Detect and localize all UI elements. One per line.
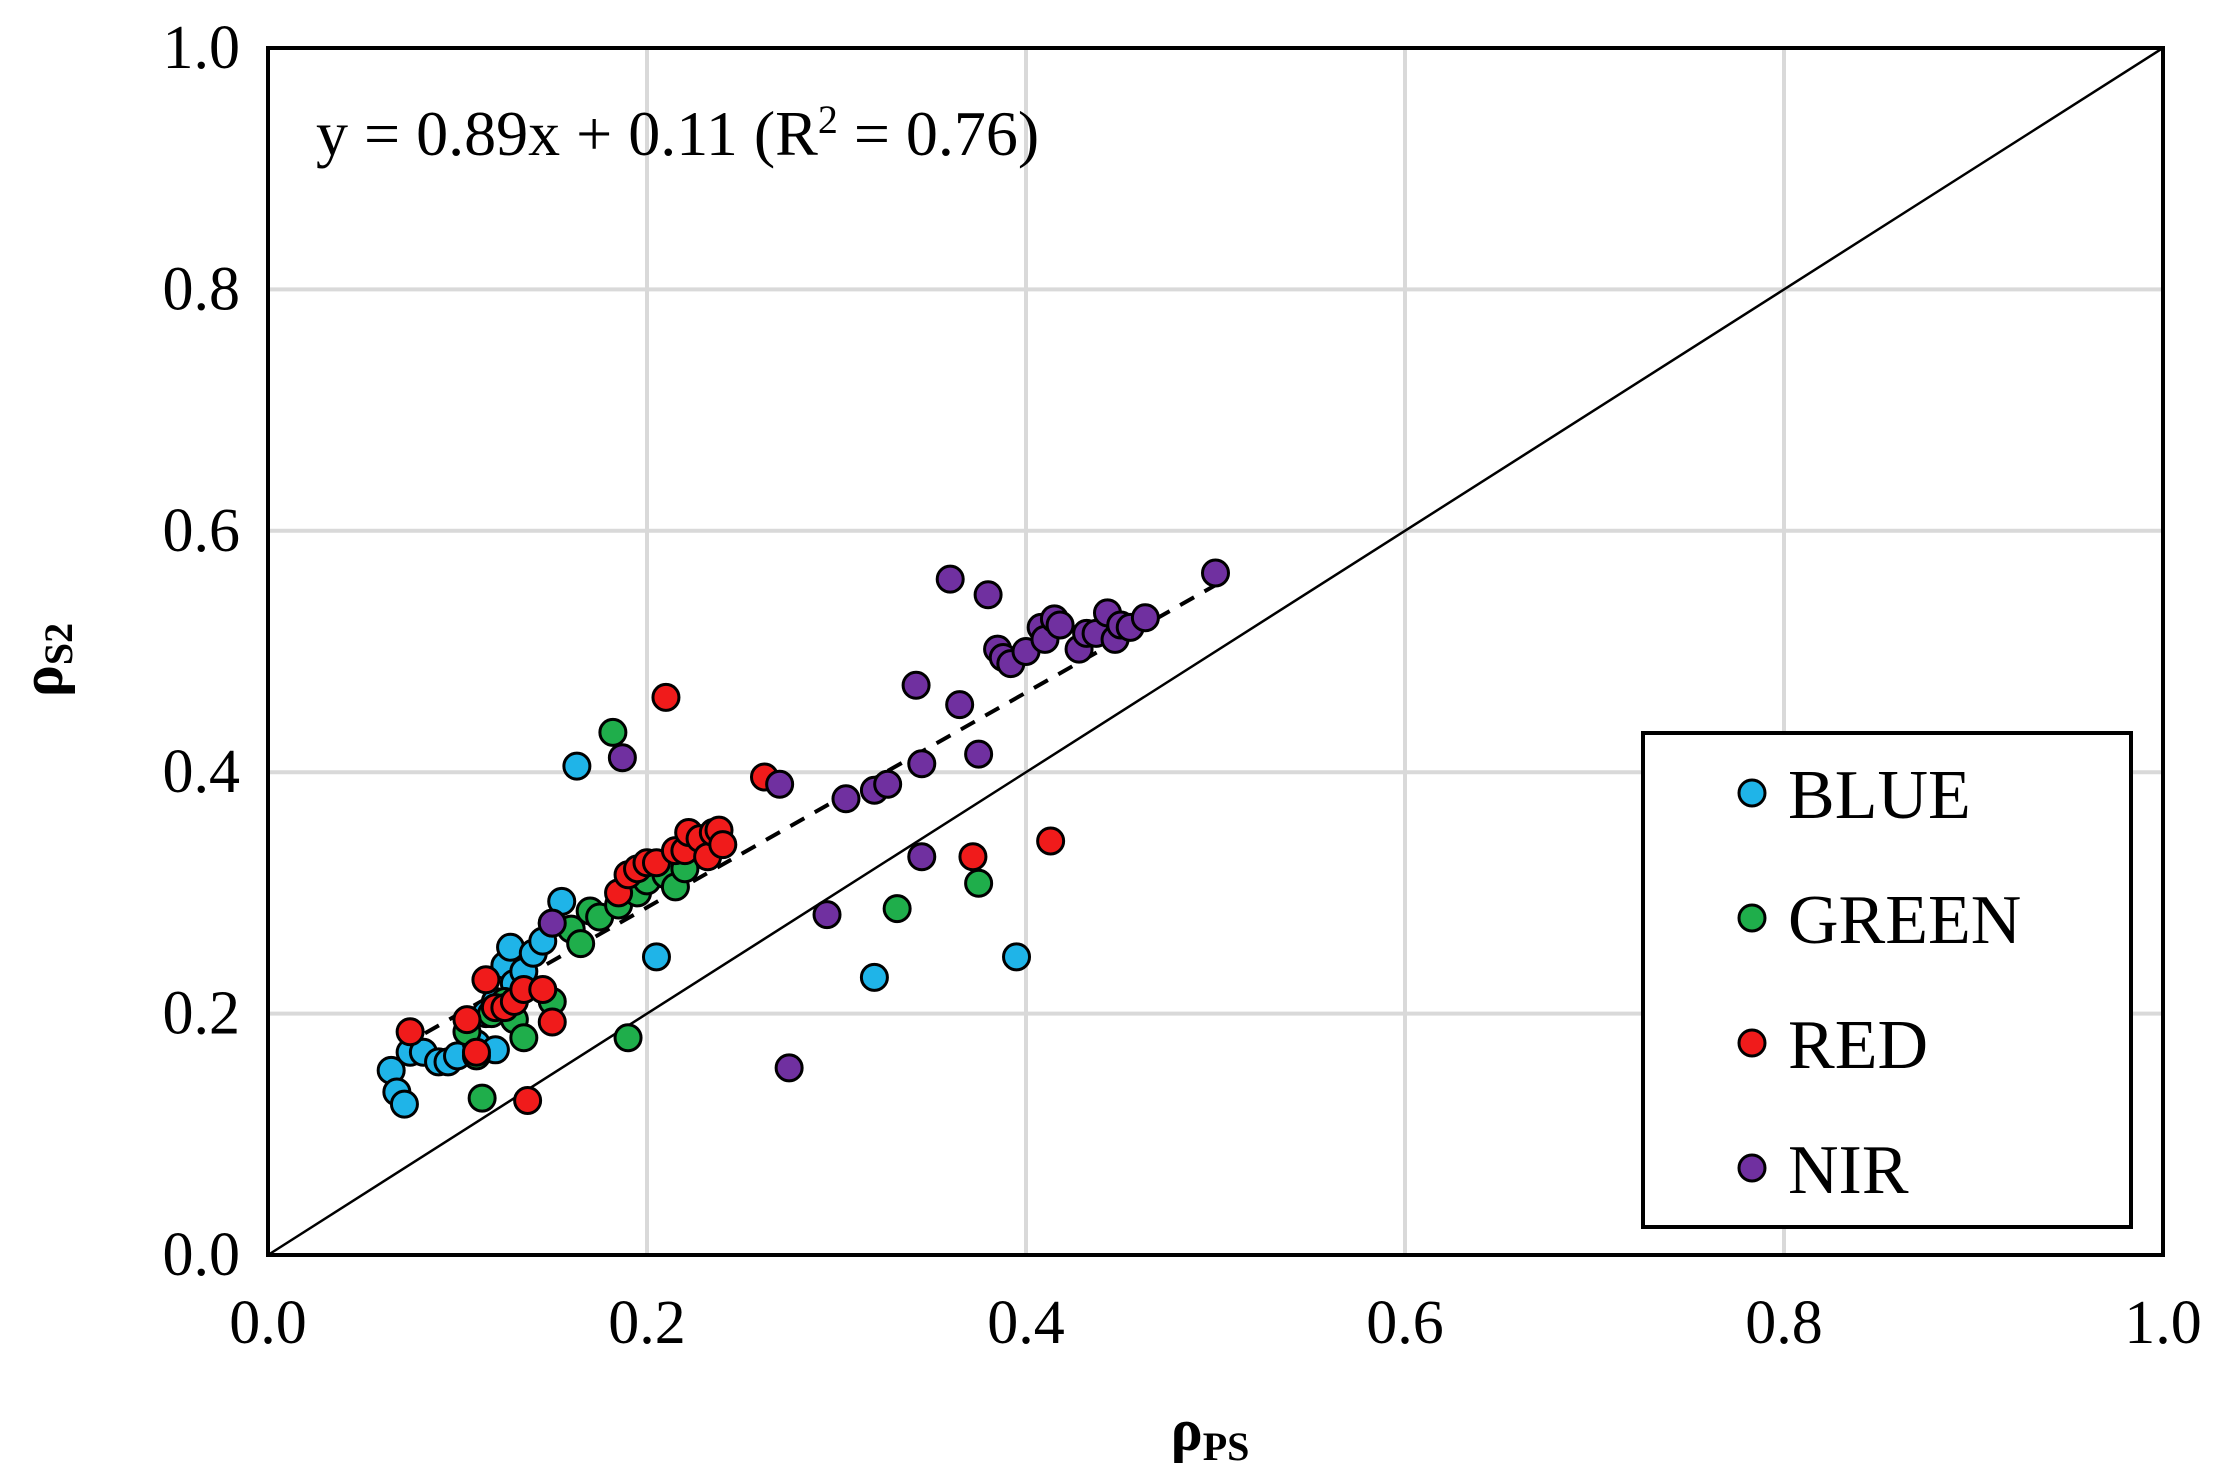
red-point (452, 1005, 482, 1035)
data-points (376, 558, 1230, 1119)
green-point (467, 1083, 497, 1113)
tick-labels: 0.0 0.2 0.4 0.6 0.8 1.0 0.0 0.2 0.4 0.6 0.8 1.0 (163, 14, 2202, 1357)
nir-point (1201, 558, 1230, 588)
x-tick-label: 0.0 (229, 1289, 307, 1357)
green-point (566, 929, 596, 959)
nir-point (1045, 610, 1075, 640)
x-tick-label: 0.8 (1745, 1289, 1823, 1357)
x-tick-label: 1.0 (2124, 1289, 2202, 1357)
y-tick-label: 0.2 (163, 980, 241, 1048)
legend-green-marker (1737, 903, 1767, 933)
nir-point (873, 769, 903, 799)
red-point (537, 1007, 567, 1037)
nir-point (812, 900, 842, 930)
legend-red-label: RED (1788, 1007, 1928, 1084)
nir-point (765, 769, 795, 799)
red-point (528, 974, 558, 1004)
legend-nir-label: NIR (1788, 1132, 1909, 1209)
x-axis-title: ρPS (1171, 1397, 1250, 1469)
reference-line-layer (267, 46, 2164, 1257)
legend-red-marker (1737, 1028, 1767, 1058)
green-point (598, 717, 628, 747)
red-point (1036, 826, 1066, 856)
blue-point (1002, 942, 1032, 972)
nir-point (907, 842, 937, 872)
red-point (958, 842, 988, 872)
one-to-one-line (267, 46, 2164, 1257)
green-point (509, 1023, 539, 1053)
x-tick-label: 0.6 (1366, 1289, 1444, 1357)
y-tick-label: 0.6 (163, 497, 241, 565)
green-point (882, 894, 912, 924)
nir-point (607, 743, 637, 773)
nir-point (935, 564, 965, 594)
legend-blue-marker (1737, 778, 1767, 808)
legend-nir-marker (1737, 1153, 1767, 1183)
nir-point (973, 580, 1003, 610)
nir-point (901, 670, 931, 700)
y-tick-label: 1.0 (163, 14, 241, 82)
red-point (513, 1086, 543, 1116)
y-tick-label: 0.8 (163, 255, 241, 323)
plot-frame (266, 46, 2165, 1257)
red-point (395, 1017, 425, 1047)
nir-point (831, 784, 861, 814)
red-point (708, 830, 738, 860)
legend-box (1641, 731, 2133, 1229)
green-point (964, 868, 994, 898)
x-tick-label: 0.2 (608, 1289, 686, 1357)
x-tick-label: 0.4 (987, 1289, 1065, 1357)
legend-green-label: GREEN (1788, 882, 2021, 959)
red-point (471, 965, 501, 995)
blue-point (641, 942, 671, 972)
red-point (461, 1037, 491, 1067)
nir-point (1130, 603, 1160, 633)
nir-point (964, 739, 994, 769)
red-point (651, 682, 681, 712)
regression-equation: y = 0.89x + 0.11 (R2 = 0.76) (316, 97, 1039, 169)
blue-point (562, 751, 592, 781)
r-squared-superscript: 2 (818, 97, 838, 142)
legend-blue-label: BLUE (1788, 757, 1971, 834)
y-axis-title: ρS2 (9, 623, 81, 697)
nir-point (907, 749, 937, 779)
nir-point (945, 690, 975, 720)
y-tick-label: 0.0 (163, 1221, 241, 1289)
blue-point (389, 1089, 419, 1119)
green-point (613, 1023, 643, 1053)
nir-point (774, 1053, 804, 1083)
nir-point (537, 908, 567, 938)
blue-point (859, 962, 889, 992)
legend: BLUE GREEN RED NIR (1641, 731, 2133, 1229)
y-tick-label: 0.4 (163, 738, 241, 806)
